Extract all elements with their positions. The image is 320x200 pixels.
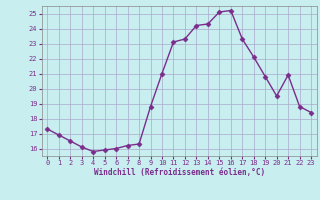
X-axis label: Windchill (Refroidissement éolien,°C): Windchill (Refroidissement éolien,°C) xyxy=(94,168,265,177)
